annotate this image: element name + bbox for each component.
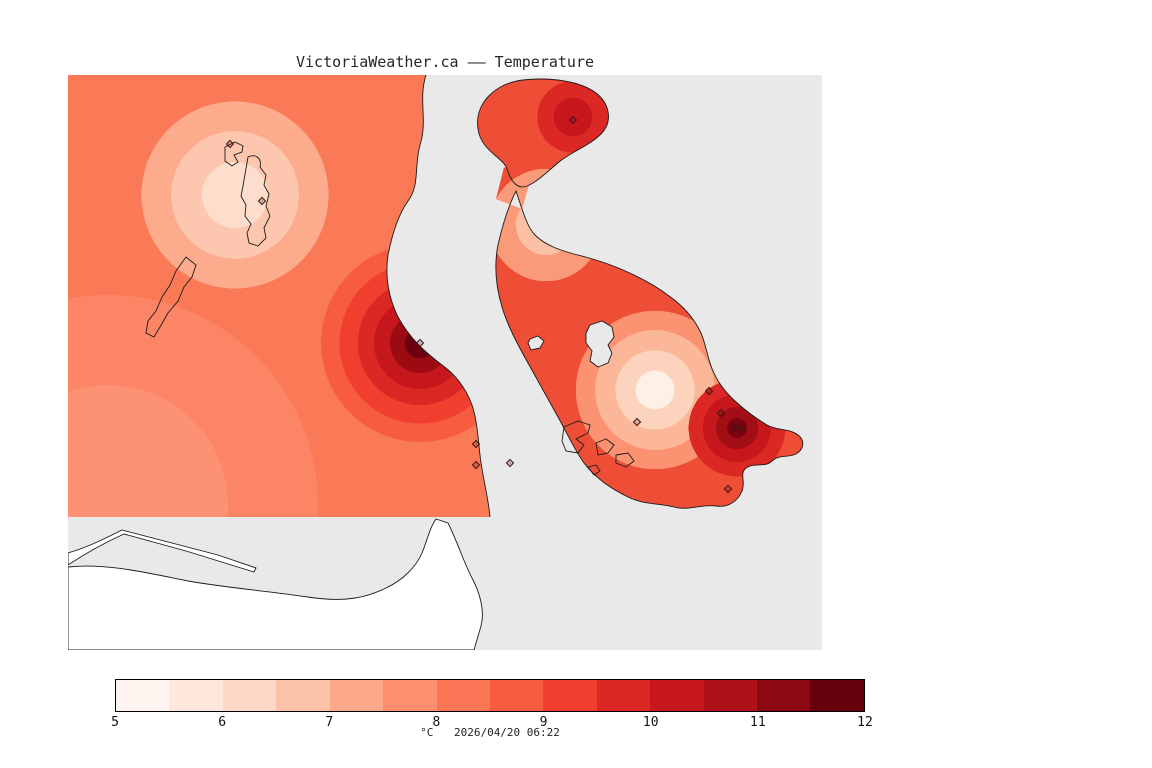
island-upper-left-small [224,141,244,167]
archipelago-south [561,420,635,476]
station-marker [716,408,726,418]
lakes-pair [585,320,615,368]
colorbar-tick-label: 9 [539,715,548,730]
temperature-contour-svg [68,75,822,650]
plot-title: VictoriaWeather.ca —— Temperature [295,53,594,71]
colorbar-segment [329,680,384,711]
lake-small [527,335,545,351]
colorbar-segment [222,680,277,711]
land-bottom-left [68,518,483,650]
colorbar-segments [116,680,864,711]
colorbar-tick-label: 5 [111,715,119,730]
station-marker [415,338,425,348]
station-markers [225,115,746,494]
station-marker [729,422,739,432]
colorbar-segment [276,680,330,711]
colorbar-segment [757,680,811,711]
colorbar-tick-label: 6 [218,715,227,730]
colorbar-tick-label: 8 [432,715,441,730]
colorbar-segment [543,680,597,711]
colorbar-caption: °C 2026/04/20 06:22 [115,726,865,739]
timestamp-label: 2026/04/20 06:22 [453,726,560,739]
station-marker [568,115,578,125]
colorbar-segment [810,680,864,711]
station-marker [704,386,714,396]
colorbar-segment [116,680,170,711]
colorbar-segment [596,680,651,711]
station-marker [736,424,746,434]
station-marker [225,139,235,149]
coastline-left-block [386,75,491,518]
colorbar-segment [489,680,544,711]
station-marker [471,439,481,449]
colorbar-tick-label: 12 [857,715,873,730]
colorbar-unit-label: °C [420,726,434,739]
temperature-map [68,75,822,650]
station-marker [505,458,515,468]
colorbar-ticks: 5 6 7 8 9 10 11 12 [111,715,873,731]
island-upper-left-long [240,155,271,247]
coastline-north-blob [477,78,609,188]
colorbar-segment [650,680,704,711]
station-marker [257,196,267,206]
sand-spit [68,529,257,573]
station-marker [723,484,733,494]
colorbar-tick-label: 11 [750,715,766,730]
colorbar-tick-label: 7 [325,715,334,730]
colorbar-segment [436,680,490,711]
colorbar-segment [169,680,223,711]
colorbar-segment [703,680,758,711]
colorbar-segment [383,680,437,711]
station-marker [632,417,642,427]
colorbar [115,679,865,712]
coastline-right-landmass [495,189,804,509]
colorbar-tick-label: 10 [642,715,659,730]
station-marker [471,460,481,470]
island-west-skinny [145,256,197,338]
